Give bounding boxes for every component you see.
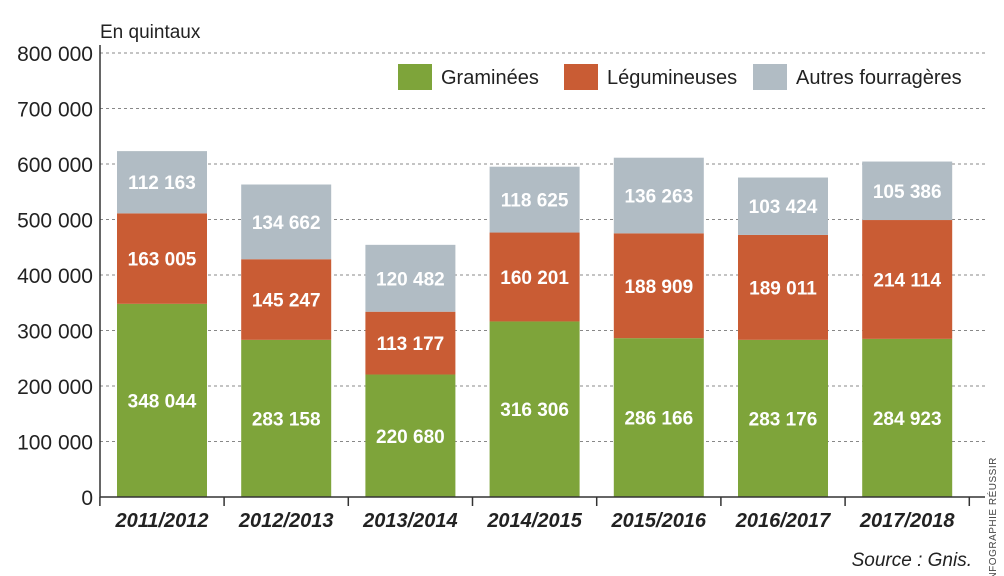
bar-segment-gramin-es xyxy=(862,338,953,497)
data-label: 163 005 xyxy=(128,250,197,271)
x-tick-label: 2014/2015 xyxy=(486,510,582,532)
bar-segment-autres-fourrag-res xyxy=(738,177,828,235)
data-label: 145 247 xyxy=(252,291,321,312)
data-label: 189 011 xyxy=(749,278,817,299)
data-label: 214 114 xyxy=(873,270,941,291)
bar-segment-l-gumineuses xyxy=(738,234,828,340)
bar-segment-l-gumineuses xyxy=(613,233,704,339)
y-tick-label: 500 000 xyxy=(17,210,93,233)
bar-segment-gramin-es xyxy=(117,303,207,497)
y-tick-label: 800 000 xyxy=(17,43,93,66)
legend-label: Graminées xyxy=(441,67,539,89)
bar-segment-l-gumineuses xyxy=(862,220,953,339)
bar-segment-gramin-es xyxy=(613,338,704,497)
legend-swatch xyxy=(564,64,598,90)
y-tick-label: 400 000 xyxy=(17,265,93,288)
bar-segment-gramin-es xyxy=(241,339,332,497)
data-label: 103 424 xyxy=(749,197,818,218)
data-label: 284 923 xyxy=(873,409,942,430)
data-label: 136 263 xyxy=(624,187,693,208)
bar-segment-autres-fourrag-res xyxy=(862,161,953,221)
data-label: 348 044 xyxy=(128,391,197,412)
data-label: 188 909 xyxy=(624,277,693,298)
x-tick-label: 2012/2013 xyxy=(238,510,334,532)
source-note: Source : Gnis. xyxy=(852,550,972,571)
legend-label: Autres fourragères xyxy=(796,67,962,89)
x-tick-label: 2013/2014 xyxy=(362,510,458,532)
y-tick-label: 0 xyxy=(81,487,93,510)
y-tick-label: 100 000 xyxy=(17,432,93,455)
bar-segment-l-gumineuses xyxy=(365,311,456,375)
data-label: 118 625 xyxy=(501,191,569,212)
data-label: 316 306 xyxy=(500,400,569,421)
infographic-credit: INFOGRAPHIE RÉUSSIR xyxy=(986,457,999,576)
data-label: 113 177 xyxy=(377,334,445,355)
data-label: 112 163 xyxy=(128,173,196,194)
data-label: 160 201 xyxy=(500,268,569,289)
bar-segment-autres-fourrag-res xyxy=(489,166,580,233)
data-label: 220 680 xyxy=(376,427,445,448)
bar-segment-gramin-es xyxy=(738,339,828,497)
x-tick-label: 2011/2012 xyxy=(114,510,208,532)
y-axis-label: En quintaux xyxy=(100,22,201,43)
x-tick-label: 2017/2018 xyxy=(859,510,955,532)
data-label: 286 166 xyxy=(624,409,693,430)
x-tick-label: 2015/2016 xyxy=(611,510,707,532)
data-label: 120 482 xyxy=(376,269,445,290)
bar-segment-autres-fourrag-res xyxy=(117,151,207,214)
bar-segment-autres-fourrag-res xyxy=(241,184,332,260)
legend-swatch xyxy=(398,64,432,90)
data-label: 134 662 xyxy=(252,213,321,234)
y-tick-label: 200 000 xyxy=(17,376,93,399)
bar-segment-gramin-es xyxy=(489,321,580,497)
bar-segment-l-gumineuses xyxy=(241,259,332,340)
x-tick-label: 2016/2017 xyxy=(735,510,831,532)
legend-swatch xyxy=(753,64,787,90)
data-label: 283 176 xyxy=(749,409,818,430)
data-label: 105 386 xyxy=(873,182,942,203)
bar-segment-l-gumineuses xyxy=(117,213,207,304)
bar-segment-autres-fourrag-res xyxy=(365,244,456,312)
legend-label: Légumineuses xyxy=(607,67,737,89)
y-tick-label: 700 000 xyxy=(17,99,93,122)
y-tick-label: 300 000 xyxy=(17,321,93,344)
bar-segment-gramin-es xyxy=(365,374,456,497)
y-tick-label: 600 000 xyxy=(17,154,93,177)
data-label: 283 158 xyxy=(252,409,321,430)
bar-segment-autres-fourrag-res xyxy=(613,157,704,234)
bar-segment-l-gumineuses xyxy=(489,232,580,322)
